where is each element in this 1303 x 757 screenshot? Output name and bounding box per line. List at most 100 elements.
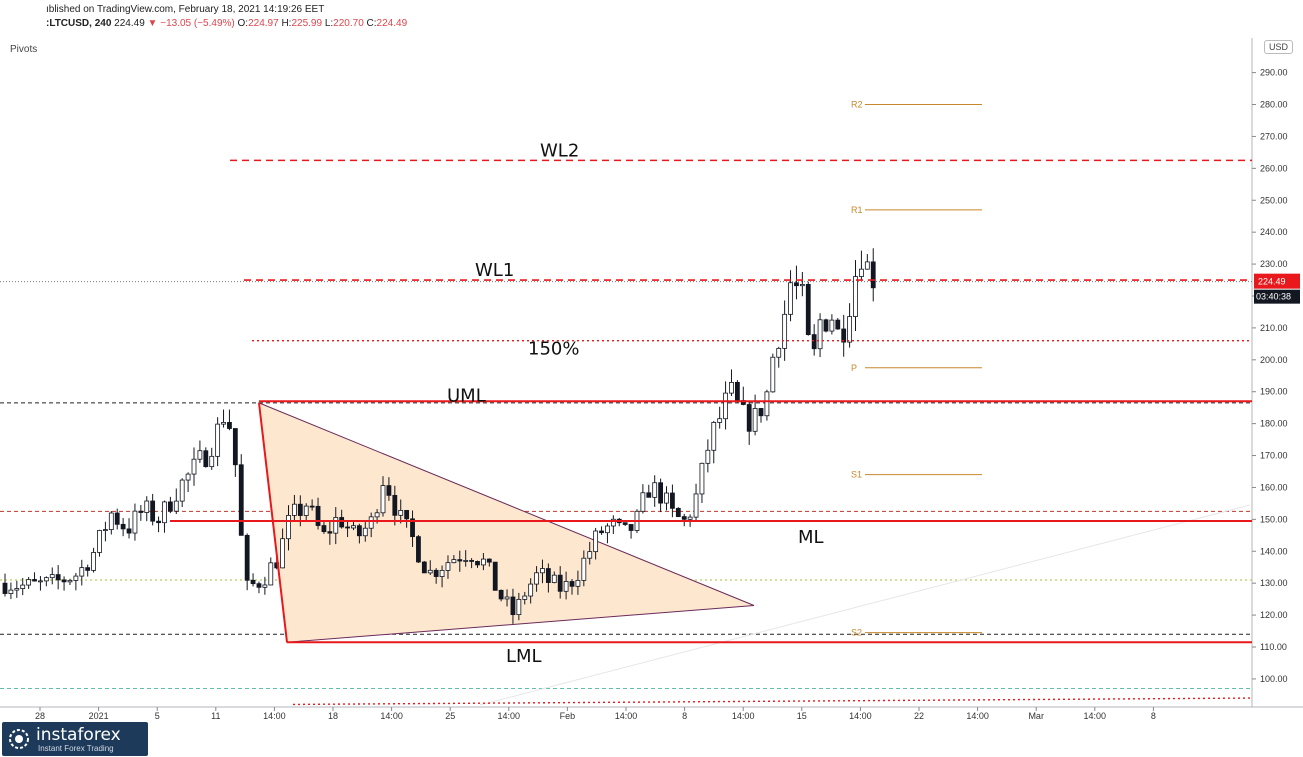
candle bbox=[782, 313, 788, 349]
candle bbox=[144, 500, 150, 513]
candle bbox=[309, 505, 315, 508]
x-tick-label: 14:00 bbox=[849, 711, 872, 721]
y-tick-label: 180.00 bbox=[1260, 419, 1288, 429]
high-label: H: bbox=[281, 18, 292, 29]
candle bbox=[262, 584, 268, 588]
x-tick-label: 14:00 bbox=[966, 711, 989, 721]
candle bbox=[280, 538, 285, 569]
candle bbox=[26, 579, 32, 586]
y-tick-label: 170.00 bbox=[1260, 451, 1288, 461]
candle bbox=[14, 588, 20, 591]
candle bbox=[734, 381, 740, 401]
logo-gear-icon bbox=[9, 729, 29, 749]
y-tick-label: 130.00 bbox=[1260, 578, 1288, 588]
candle bbox=[38, 580, 43, 583]
candle bbox=[132, 510, 138, 534]
candle bbox=[356, 525, 362, 537]
x-tick-label: 14:00 bbox=[615, 711, 638, 721]
candle bbox=[250, 579, 256, 585]
candle bbox=[510, 596, 516, 616]
x-tick-label: 22 bbox=[914, 711, 924, 721]
currency-button[interactable]: USD bbox=[1264, 40, 1294, 54]
candle bbox=[55, 574, 61, 581]
candle bbox=[345, 526, 350, 529]
indicator-label[interactable]: Pivots bbox=[10, 44, 38, 55]
countdown-value: 03:40:38 bbox=[1256, 292, 1291, 302]
candle bbox=[776, 347, 782, 358]
candle bbox=[85, 567, 91, 571]
candle bbox=[681, 516, 687, 520]
candle bbox=[203, 450, 209, 468]
candle bbox=[640, 492, 646, 512]
close-label: C: bbox=[366, 18, 377, 29]
logo-name: instaforex bbox=[36, 725, 121, 745]
candle bbox=[522, 595, 528, 600]
candle bbox=[103, 529, 108, 531]
candle bbox=[770, 356, 776, 393]
x-tick-label: 5 bbox=[155, 711, 160, 721]
candle bbox=[817, 319, 823, 350]
candle bbox=[138, 510, 144, 513]
y-tick-label: 110.00 bbox=[1260, 642, 1287, 652]
candle bbox=[498, 589, 504, 600]
candle bbox=[569, 581, 575, 587]
candle bbox=[463, 560, 469, 562]
candle bbox=[327, 531, 333, 534]
candle bbox=[244, 534, 250, 581]
countdown-tag bbox=[1254, 289, 1300, 304]
candle bbox=[398, 509, 404, 516]
candle bbox=[835, 319, 841, 330]
candle bbox=[315, 505, 321, 526]
candle bbox=[545, 568, 551, 583]
candle bbox=[150, 500, 156, 522]
candle bbox=[197, 450, 203, 460]
triangle-pattern bbox=[258, 402, 755, 643]
candle bbox=[693, 493, 699, 518]
pivot-label: S2 bbox=[851, 628, 862, 638]
candle bbox=[61, 579, 67, 583]
annotation-label: LML bbox=[506, 646, 542, 667]
y-tick-label: 120.00 bbox=[1260, 610, 1288, 620]
candle bbox=[799, 283, 805, 287]
candle bbox=[563, 581, 569, 592]
candle bbox=[847, 316, 853, 343]
candle bbox=[717, 418, 723, 423]
candle bbox=[91, 552, 96, 571]
y-tick-label: 210.00 bbox=[1260, 323, 1288, 333]
candle bbox=[729, 381, 734, 394]
candle bbox=[758, 408, 764, 417]
candle bbox=[268, 562, 274, 586]
candle bbox=[433, 569, 439, 577]
y-tick-label: 250.00 bbox=[1260, 195, 1288, 205]
annotation-label: ML bbox=[798, 527, 824, 548]
candle bbox=[339, 517, 345, 528]
symbol-label[interactable]: :LTCUSD, 240 bbox=[46, 18, 112, 29]
candle bbox=[853, 276, 858, 317]
candle bbox=[794, 282, 799, 287]
candle bbox=[557, 574, 563, 592]
candle bbox=[445, 562, 451, 571]
candle bbox=[864, 261, 870, 270]
candle bbox=[841, 328, 847, 343]
last-price: 224.49 bbox=[114, 18, 145, 29]
high-value: 225.99 bbox=[291, 18, 323, 29]
candle bbox=[227, 422, 232, 429]
candle bbox=[764, 391, 770, 417]
low-value: 220.70 bbox=[333, 18, 364, 29]
low-label: L: bbox=[324, 18, 334, 29]
candle bbox=[540, 568, 545, 574]
candle bbox=[43, 577, 49, 582]
pitchfork-handle bbox=[258, 402, 288, 643]
x-tick-label: 15 bbox=[797, 711, 807, 721]
candle bbox=[321, 525, 327, 533]
candle bbox=[179, 479, 185, 502]
candle bbox=[380, 485, 386, 514]
candle bbox=[410, 518, 415, 538]
price-change: −13.05 (−5.49%) bbox=[160, 18, 235, 29]
x-tick-label: 18 bbox=[328, 711, 338, 721]
candle bbox=[20, 584, 26, 589]
candle bbox=[8, 589, 14, 594]
candle bbox=[605, 525, 610, 534]
y-tick-label: 230.00 bbox=[1260, 259, 1288, 269]
